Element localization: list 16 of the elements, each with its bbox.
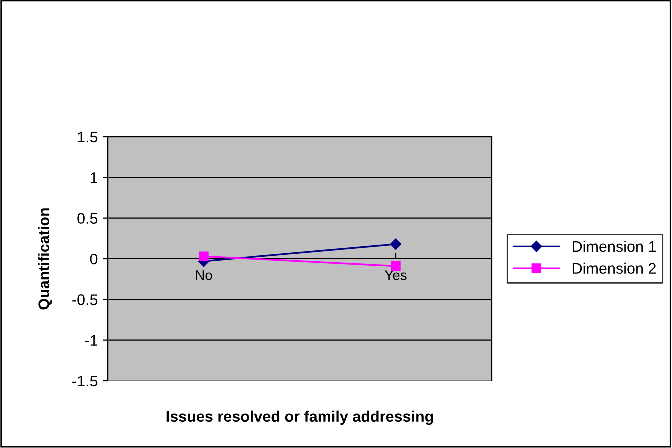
y-tick-label: -1 [85, 335, 98, 346]
y-tick-label: 0 [90, 254, 98, 265]
point [390, 238, 402, 250]
y-tick-label: -0.5 [72, 294, 98, 306]
x-tick-label: No [196, 270, 212, 280]
point [391, 261, 401, 272]
y-tick-label: -1.5 [72, 376, 98, 387]
legend-label: Dimension 1 [573, 240, 656, 252]
legend-label: Dimension 2 [573, 262, 656, 274]
y-tick-label: 0.5 [78, 213, 98, 224]
y-tick-label: 1.5 [78, 132, 98, 143]
x-axis-title: Issues resolved or family addressing [166, 410, 434, 426]
point [199, 252, 209, 262]
x-tick-label: Yes [384, 270, 407, 280]
y-tick-label: 1 [90, 172, 98, 184]
y-axis-title: Quantification [38, 208, 52, 310]
